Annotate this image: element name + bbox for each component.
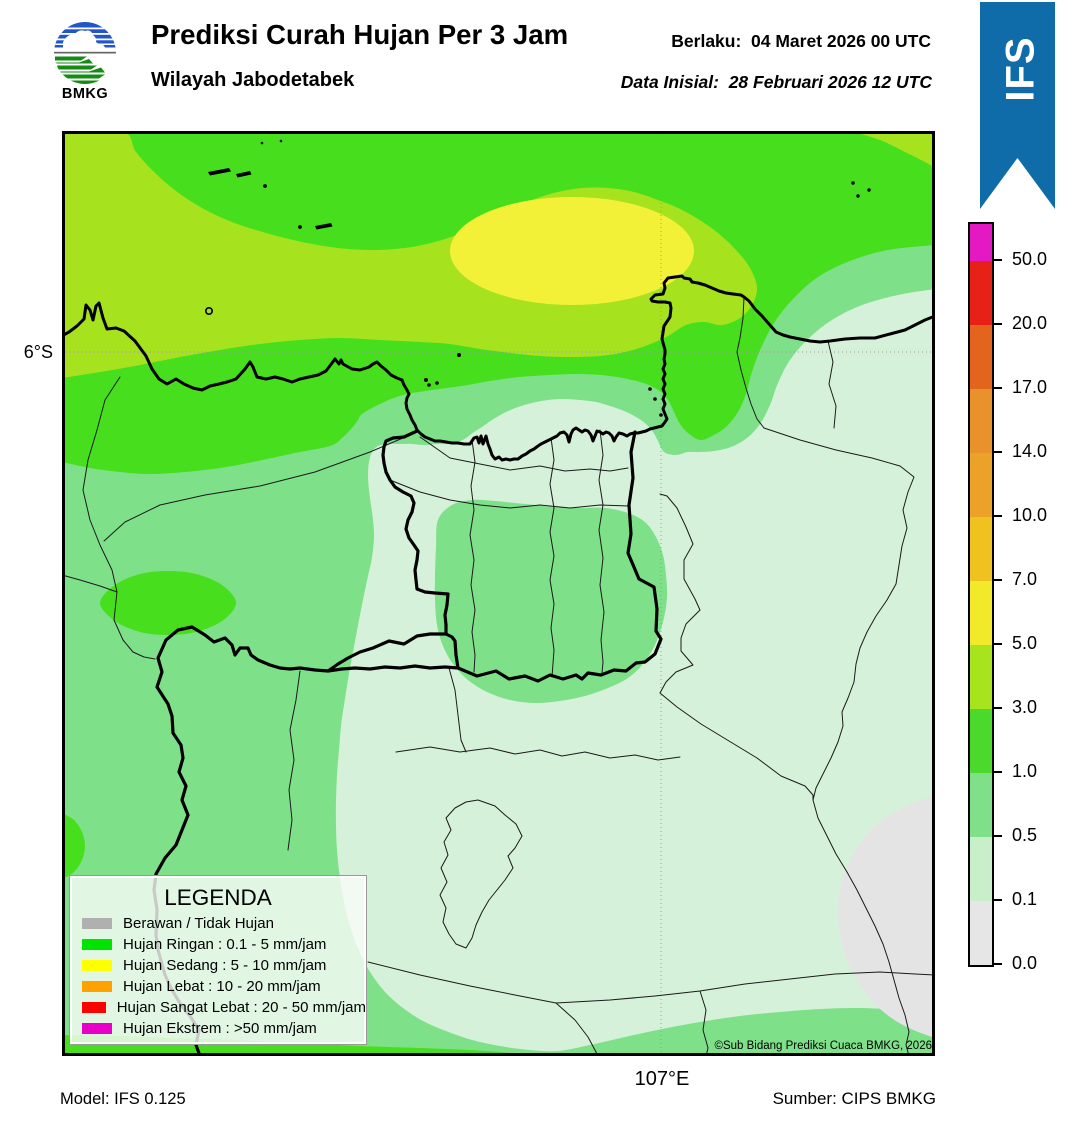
- svg-text:IFS: IFS: [999, 36, 1043, 101]
- svg-text:BMKG: BMKG: [62, 86, 108, 100]
